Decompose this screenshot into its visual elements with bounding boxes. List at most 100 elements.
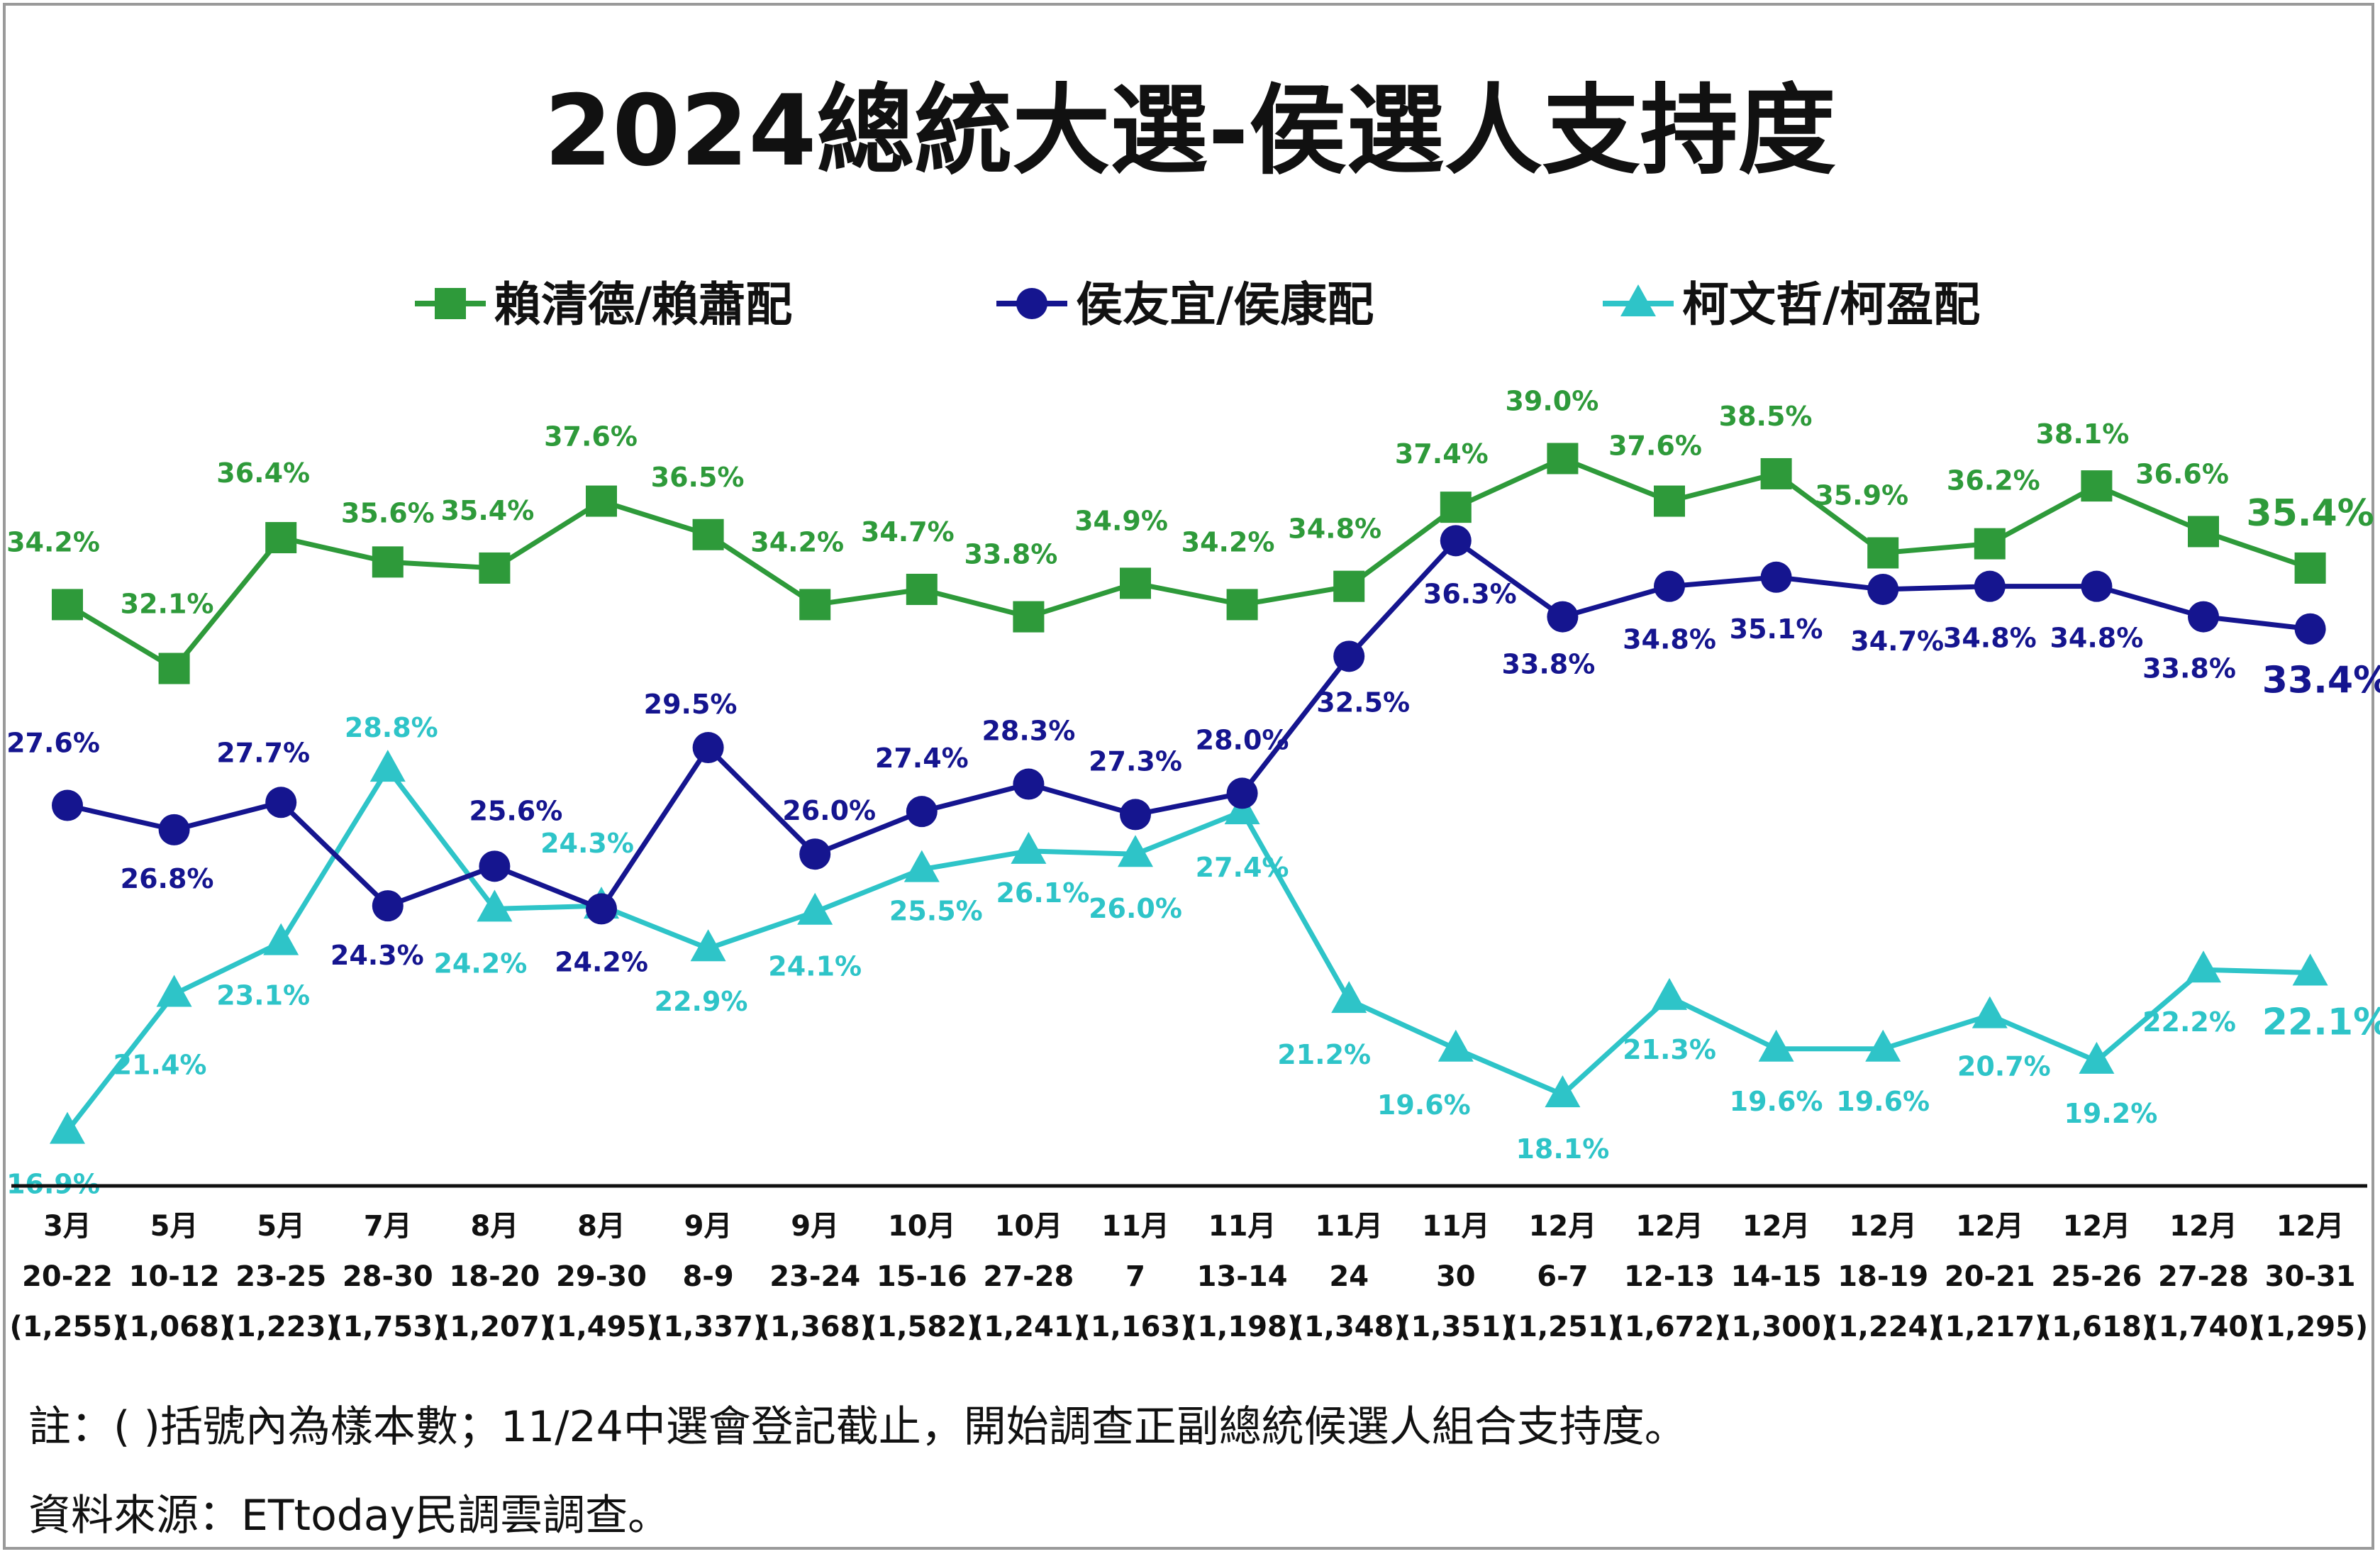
- series-1-point-8: [799, 589, 831, 621]
- data-label-s2-20: 34.8%: [2050, 623, 2143, 654]
- x-tick-days-7: 8-9: [682, 1260, 733, 1293]
- data-label-s3-7: 22.9%: [655, 986, 748, 1017]
- x-tick-days-17: 14-15: [1731, 1260, 1822, 1293]
- x-tick-sample-2: (1,068): [116, 1311, 232, 1343]
- series-2-point-16: [1654, 570, 1685, 602]
- x-tick-sample-5: (1,207): [437, 1311, 552, 1343]
- x-tick-days-11: 7: [1125, 1260, 1145, 1293]
- x-tick-days-1: 20-22: [22, 1260, 113, 1293]
- data-label-s3-21: 22.2%: [2142, 1006, 2236, 1038]
- data-label-s3-14: 19.6%: [1377, 1089, 1471, 1121]
- series-2-point-22: [2294, 613, 2326, 645]
- x-tick-sample-11: (1,163): [1077, 1311, 1193, 1343]
- data-label-s2-8: 26.0%: [782, 795, 876, 826]
- series-markers: [50, 443, 2328, 1144]
- series-1-point-2: [158, 653, 190, 684]
- x-tick-month-3: 5月: [257, 1210, 305, 1243]
- x-tick-month-2: 5月: [150, 1210, 199, 1243]
- data-label-s1-21: 36.6%: [2135, 458, 2229, 489]
- x-tick-month-1: 3月: [43, 1210, 91, 1243]
- data-label-s2-14: 36.3%: [1423, 578, 1517, 609]
- series-1-point-14: [1440, 492, 1472, 523]
- x-tick-month-7: 9月: [684, 1210, 733, 1243]
- x-tick-month-20: 12月: [2063, 1210, 2131, 1243]
- series-3-point-7: [690, 929, 726, 962]
- x-tick-month-8: 9月: [791, 1210, 839, 1243]
- data-label-s3-16: 21.3%: [1623, 1034, 1716, 1065]
- data-label-s3-15: 18.1%: [1516, 1133, 1609, 1165]
- x-tick-sample-20: (1,618): [2039, 1311, 2154, 1343]
- x-tick-month-11: 11月: [1101, 1210, 1169, 1243]
- x-tick-month-16: 12月: [1635, 1210, 1703, 1243]
- x-tick-days-8: 23-24: [769, 1260, 860, 1293]
- x-tick-sample-4: (1,753): [330, 1311, 445, 1343]
- data-label-s3-11: 26.0%: [1089, 893, 1182, 924]
- data-label-s2-10: 28.3%: [982, 716, 1075, 747]
- data-label-s2-3: 27.7%: [216, 737, 310, 768]
- legend-label-2: 侯友宜/侯康配: [1076, 277, 1374, 332]
- series-3-point-21: [2186, 950, 2221, 983]
- data-label-s1-14: 37.4%: [1395, 438, 1489, 470]
- series-2-point-9: [906, 796, 938, 828]
- data-label-s1-12: 34.2%: [1181, 526, 1275, 557]
- x-tick-month-21: 12月: [2169, 1210, 2237, 1243]
- x-tick-days-3: 23-25: [235, 1260, 326, 1293]
- x-tick-days-16: 12-13: [1624, 1260, 1715, 1293]
- x-tick-days-10: 27-28: [983, 1260, 1074, 1293]
- x-tick-days-6: 29-30: [556, 1260, 647, 1293]
- x-axis-labels: 3月 20-22 (1,255) 5月 10-12 (1,068) 5月 23-25 (1,22…: [9, 1210, 2368, 1343]
- data-label-s3-18: 19.6%: [1836, 1086, 1930, 1117]
- series-1-point-15: [1547, 443, 1579, 474]
- series-3-point-14: [1438, 1029, 1474, 1062]
- data-label-s1-1: 34.2%: [6, 526, 100, 557]
- x-tick-sample-10: (1,241): [971, 1311, 1086, 1343]
- x-tick-days-4: 28-30: [343, 1260, 433, 1293]
- x-tick-days-5: 18-20: [449, 1260, 540, 1293]
- data-label-s1-15: 39.0%: [1505, 386, 1598, 417]
- legend: 賴清德/賴蕭配 侯友宜/侯康配 柯文哲/柯盈配: [415, 277, 1980, 332]
- x-tick-sample-14: (1,351): [1398, 1311, 1513, 1343]
- data-label-s2-9: 27.4%: [875, 743, 969, 774]
- data-label-s1-4: 35.6%: [341, 497, 435, 528]
- series-line-2: [67, 538, 2311, 911]
- series-1-point-4: [372, 546, 404, 578]
- series-line-1: [66, 456, 2311, 672]
- series-2-point-19: [1974, 570, 2006, 602]
- x-tick-sample-3: (1,223): [223, 1311, 339, 1343]
- data-label-s1-8: 34.2%: [750, 526, 844, 557]
- data-label-s2-22: 33.4%: [2262, 660, 2380, 702]
- x-tick-days-2: 10-12: [129, 1260, 220, 1293]
- data-label-s2-19: 34.8%: [1943, 623, 2037, 654]
- series-2-point-10: [1013, 768, 1045, 800]
- series-1-point-6: [586, 485, 617, 517]
- x-tick-month-4: 7月: [364, 1210, 412, 1243]
- data-label-s1-7: 36.5%: [651, 462, 745, 493]
- series-1-point-18: [1867, 537, 1899, 569]
- data-label-s3-22: 22.1%: [2262, 1001, 2380, 1044]
- data-label-s2-4: 24.3%: [330, 940, 424, 971]
- series-2-point-11: [1120, 799, 1151, 831]
- x-tick-month-12: 11月: [1208, 1210, 1277, 1243]
- x-tick-month-9: 10月: [888, 1210, 956, 1243]
- x-tick-days-13: 24: [1329, 1260, 1369, 1293]
- series-3-point-11: [1118, 835, 1153, 867]
- x-tick-sample-18: (1,224): [1825, 1311, 1941, 1343]
- data-label-s2-7: 29.5%: [644, 689, 738, 720]
- series-1-point-16: [1654, 485, 1685, 517]
- data-label-s1-6: 37.6%: [544, 421, 638, 453]
- legend-label-1: 賴清德/賴蕭配: [494, 277, 792, 332]
- x-tick-sample-12: (1,198): [1184, 1311, 1300, 1343]
- x-tick-days-19: 20-21: [1945, 1260, 2035, 1293]
- series-2-point-8: [799, 838, 831, 870]
- x-tick-sample-7: (1,337): [650, 1311, 766, 1343]
- series-3-point-16: [1652, 977, 1687, 1010]
- series-2-point-18: [1867, 573, 1899, 605]
- data-label-s1-5: 35.4%: [440, 495, 534, 526]
- series-3-point-17: [1758, 1029, 1794, 1062]
- x-tick-sample-13: (1,348): [1291, 1311, 1407, 1343]
- series-2-point-3: [265, 787, 297, 818]
- data-label-s1-3: 36.4%: [216, 457, 310, 489]
- x-tick-days-20: 25-26: [2051, 1260, 2142, 1293]
- x-tick-month-13: 11月: [1315, 1210, 1383, 1243]
